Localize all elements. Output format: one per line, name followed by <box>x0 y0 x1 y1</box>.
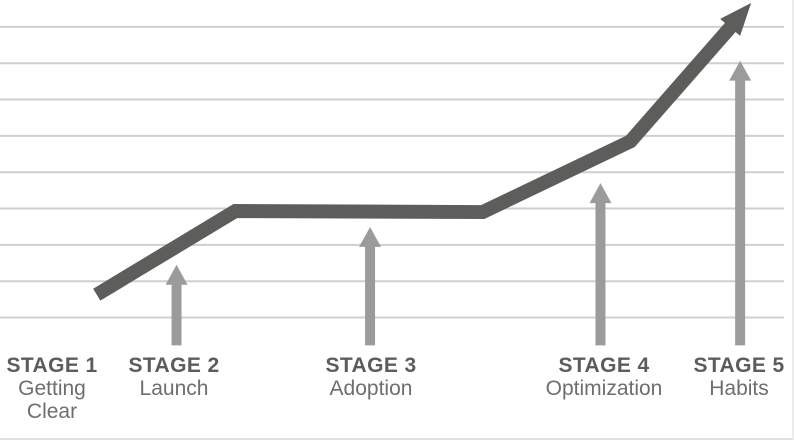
stage-2-up-arrow-head-icon <box>165 264 188 285</box>
growth-line <box>93 17 741 301</box>
growth-line-arrowhead-icon <box>720 2 752 36</box>
stage-3-up-arrow-head-icon <box>359 226 382 247</box>
stage-4-up-arrow-head-icon <box>589 183 612 204</box>
stage-5-up-arrow-head-icon <box>729 60 752 81</box>
